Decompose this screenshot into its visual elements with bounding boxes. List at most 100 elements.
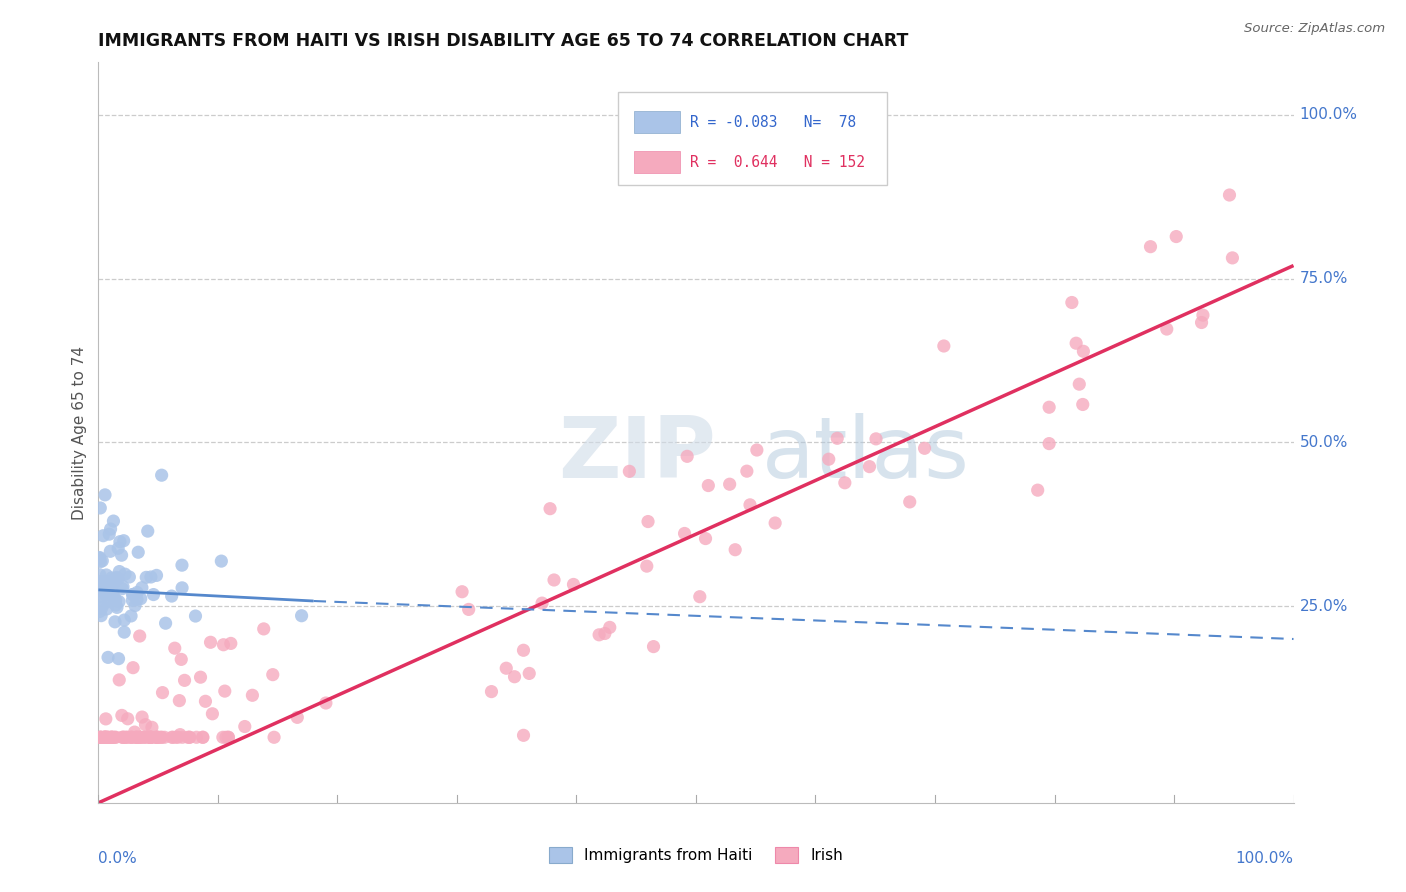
Point (108, 673, 131, 687)
Point (124, 731, 146, 745)
Point (562, 577, 585, 591)
Point (503, 670, 526, 684)
Point (163, 641, 186, 656)
Point (155, 616, 177, 631)
Point (94, 712, 117, 726)
Point (111, 731, 134, 745)
Point (145, 568, 167, 582)
Point (214, 684, 236, 698)
Point (172, 731, 194, 745)
Point (100, 731, 122, 745)
Point (152, 685, 174, 699)
Point (101, 731, 124, 745)
Point (91, 583, 114, 598)
FancyBboxPatch shape (619, 92, 887, 185)
Point (100, 574, 122, 588)
Point (112, 731, 135, 745)
Point (117, 731, 139, 745)
Point (177, 731, 200, 745)
Point (127, 731, 149, 745)
Point (96, 587, 118, 601)
Point (134, 731, 156, 745)
Point (104, 593, 127, 607)
Y-axis label: Disability Age 65 to 74: Disability Age 65 to 74 (72, 345, 87, 520)
Point (531, 596, 554, 610)
Point (91, 589, 114, 603)
Point (100, 522, 122, 536)
Point (212, 731, 235, 745)
Point (134, 717, 156, 731)
Point (110, 548, 132, 562)
Point (1192, 308, 1215, 322)
Point (215, 731, 238, 745)
Point (212, 638, 235, 652)
Point (89, 551, 111, 566)
Point (1139, 240, 1161, 254)
Point (194, 694, 217, 708)
Point (125, 731, 148, 745)
Point (96, 568, 118, 582)
Text: 100.0%: 100.0% (1299, 107, 1358, 122)
Point (179, 731, 201, 745)
Point (94, 731, 117, 745)
Point (190, 670, 212, 684)
Point (242, 688, 264, 702)
Point (201, 706, 224, 721)
Point (89, 500, 111, 515)
Point (141, 731, 163, 745)
Point (101, 571, 124, 585)
Point (512, 728, 534, 742)
Point (121, 731, 143, 745)
Point (98, 544, 121, 558)
Text: 75.0%: 75.0% (1299, 271, 1348, 286)
Point (763, 516, 786, 530)
Point (136, 731, 159, 745)
Point (89, 555, 111, 569)
Point (89, 550, 111, 565)
Point (495, 661, 517, 675)
Point (94, 488, 117, 502)
Point (1064, 336, 1087, 351)
Point (103, 575, 125, 590)
Point (817, 452, 839, 467)
Point (112, 625, 135, 640)
Point (186, 731, 208, 745)
Point (217, 731, 239, 745)
Point (676, 450, 699, 464)
Point (141, 731, 163, 745)
Point (718, 477, 741, 491)
Point (94, 731, 117, 745)
Point (97, 731, 120, 745)
Point (125, 731, 148, 745)
Point (1073, 344, 1095, 359)
Point (599, 620, 621, 634)
Point (169, 693, 191, 707)
Point (94, 587, 117, 601)
Point (93, 574, 115, 589)
Point (101, 731, 124, 745)
Point (103, 514, 125, 528)
Point (94, 579, 117, 593)
Point (142, 588, 165, 602)
Text: 25.0%: 25.0% (1299, 599, 1348, 614)
Point (139, 731, 162, 745)
Point (697, 478, 720, 492)
Point (104, 731, 127, 745)
Point (481, 684, 503, 698)
Point (112, 533, 135, 548)
Point (1069, 377, 1091, 392)
Point (263, 731, 285, 745)
Point (114, 567, 136, 582)
Point (112, 613, 135, 627)
Point (1038, 436, 1060, 450)
Point (98, 527, 121, 541)
Point (145, 731, 167, 745)
Point (695, 532, 717, 546)
Point (91, 529, 114, 543)
Point (150, 731, 173, 745)
Point (93, 731, 115, 745)
Point (1222, 251, 1244, 265)
Point (200, 635, 222, 649)
Point (107, 572, 129, 586)
Point (593, 626, 616, 640)
